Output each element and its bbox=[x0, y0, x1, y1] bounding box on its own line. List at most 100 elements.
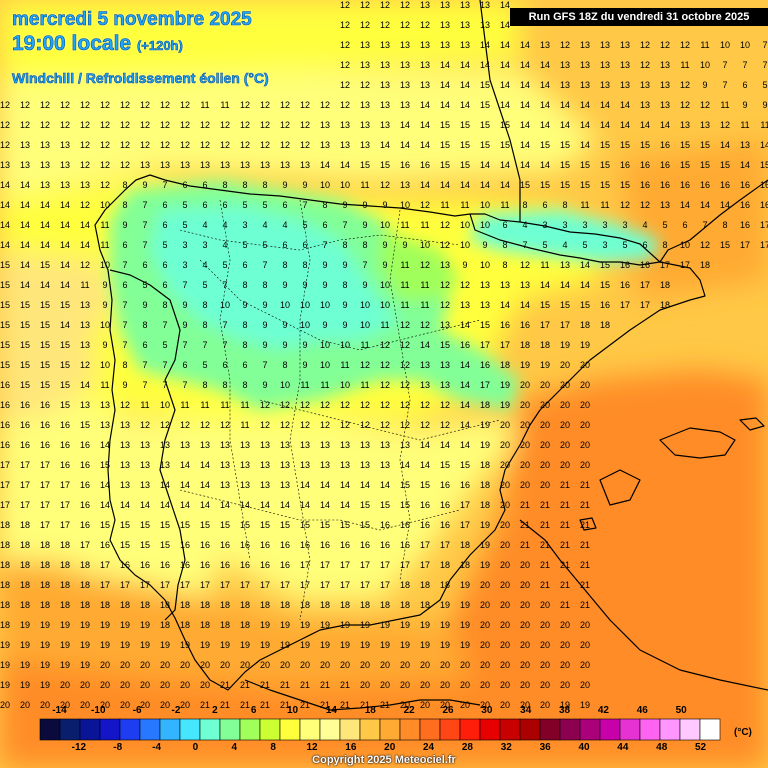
grid-value: 17 bbox=[40, 460, 50, 470]
grid-value: 11 bbox=[220, 100, 229, 110]
grid-value: 6 bbox=[542, 200, 547, 210]
grid-value: 14 bbox=[340, 500, 350, 510]
grid-value: 10 bbox=[100, 320, 110, 330]
grid-value: 15 bbox=[80, 420, 90, 430]
grid-value: 20 bbox=[480, 640, 490, 650]
grid-value: 20 bbox=[560, 620, 570, 630]
grid-value: 7 bbox=[762, 60, 767, 70]
grid-value: 15 bbox=[220, 520, 230, 530]
grid-value: 7 bbox=[162, 380, 167, 390]
grid-value: 5 bbox=[182, 220, 187, 230]
grid-value: 6 bbox=[242, 260, 247, 270]
grid-value: 9 bbox=[182, 320, 187, 330]
legend-label: 26 bbox=[442, 705, 454, 716]
grid-value: 5 bbox=[582, 240, 587, 250]
grid-value: 16 bbox=[80, 440, 90, 450]
grid-value: 19 bbox=[100, 620, 110, 630]
grid-value: 13 bbox=[440, 320, 450, 330]
grid-value: 12 bbox=[260, 420, 270, 430]
grid-value: 20 bbox=[500, 600, 510, 610]
grid-value: 21 bbox=[560, 600, 570, 610]
grid-value: 13 bbox=[440, 380, 450, 390]
grid-value: 7 bbox=[722, 60, 727, 70]
grid-value: 12 bbox=[400, 380, 410, 390]
grid-value: 20 bbox=[520, 700, 530, 710]
grid-value: 3 bbox=[622, 220, 627, 230]
grid-value: 7 bbox=[142, 220, 147, 230]
grid-value: 12 bbox=[420, 260, 430, 270]
grid-value: 13 bbox=[380, 60, 390, 70]
grid-value: 17 bbox=[120, 580, 130, 590]
grid-value: 19 bbox=[260, 640, 270, 650]
grid-value: 13 bbox=[480, 300, 490, 310]
grid-value: 11 bbox=[740, 120, 749, 130]
grid-value: 13 bbox=[580, 40, 590, 50]
grid-value: 14 bbox=[200, 480, 210, 490]
grid-value: 20 bbox=[380, 660, 390, 670]
grid-value: 18 bbox=[260, 600, 270, 610]
grid-value: 19 bbox=[440, 600, 450, 610]
grid-value: 12 bbox=[420, 400, 430, 410]
grid-value: 19 bbox=[60, 640, 70, 650]
grid-value: 20 bbox=[540, 660, 550, 670]
grid-value: 13 bbox=[80, 300, 90, 310]
grid-value: 19 bbox=[100, 640, 110, 650]
grid-value: 20 bbox=[540, 380, 550, 390]
grid-value: 12 bbox=[220, 120, 230, 130]
grid-value: 14 bbox=[480, 60, 490, 70]
grid-value: 12 bbox=[280, 120, 290, 130]
grid-value: 13 bbox=[660, 200, 670, 210]
grid-value: 20 bbox=[380, 680, 390, 690]
grid-value: 13 bbox=[400, 40, 410, 50]
grid-value: 10 bbox=[380, 300, 390, 310]
grid-value: 8 bbox=[162, 300, 167, 310]
grid-value: 20 bbox=[520, 480, 530, 490]
grid-value: 12 bbox=[360, 20, 370, 30]
grid-value: 21 bbox=[300, 680, 310, 690]
grid-value: 19 bbox=[240, 640, 250, 650]
grid-value: 15 bbox=[400, 480, 410, 490]
grid-value: 19 bbox=[40, 680, 50, 690]
grid-value: 3 bbox=[602, 240, 607, 250]
grid-value: 12 bbox=[380, 400, 390, 410]
legend-swatch bbox=[79, 718, 101, 741]
grid-value: 10 bbox=[720, 40, 730, 50]
grid-value: 19 bbox=[460, 580, 470, 590]
grid-value: 21 bbox=[560, 560, 570, 570]
grid-value: 19 bbox=[500, 380, 510, 390]
grid-value: 14 bbox=[440, 440, 450, 450]
grid-value: 20 bbox=[580, 660, 590, 670]
grid-value: 15 bbox=[360, 520, 370, 530]
grid-value: 21 bbox=[580, 580, 590, 590]
grid-value: 9 bbox=[262, 300, 267, 310]
grid-value: 12 bbox=[420, 20, 430, 30]
grid-value: 12 bbox=[440, 420, 450, 430]
grid-value: 15 bbox=[300, 520, 310, 530]
grid-value: 14 bbox=[60, 200, 70, 210]
grid-value: 13 bbox=[540, 40, 550, 50]
grid-value: 14 bbox=[440, 180, 450, 190]
grid-value: 10 bbox=[280, 380, 290, 390]
grid-value: 13 bbox=[60, 180, 70, 190]
grid-value: 8 bbox=[282, 360, 287, 370]
legend-label: 34 bbox=[520, 705, 532, 716]
grid-value: 12 bbox=[400, 0, 410, 10]
grid-value: 8 bbox=[222, 180, 227, 190]
grid-value: 13 bbox=[420, 360, 430, 370]
grid-value: 13 bbox=[440, 20, 450, 30]
grid-value: 7 bbox=[122, 340, 127, 350]
grid-value: 20 bbox=[560, 440, 570, 450]
grid-value: 6 bbox=[642, 240, 647, 250]
grid-value: 20 bbox=[180, 700, 190, 710]
grid-value: 16 bbox=[360, 540, 370, 550]
grid-value: 14 bbox=[40, 240, 50, 250]
grid-value: 12 bbox=[340, 80, 350, 90]
grid-value: 18 bbox=[100, 600, 110, 610]
legend-swatch bbox=[679, 718, 701, 741]
grid-value: 9 bbox=[262, 380, 267, 390]
grid-value: 14 bbox=[40, 220, 50, 230]
grid-value: 12 bbox=[100, 180, 110, 190]
grid-value: 13 bbox=[460, 40, 470, 50]
grid-value: 20 bbox=[540, 640, 550, 650]
grid-value: 11 bbox=[420, 220, 429, 230]
